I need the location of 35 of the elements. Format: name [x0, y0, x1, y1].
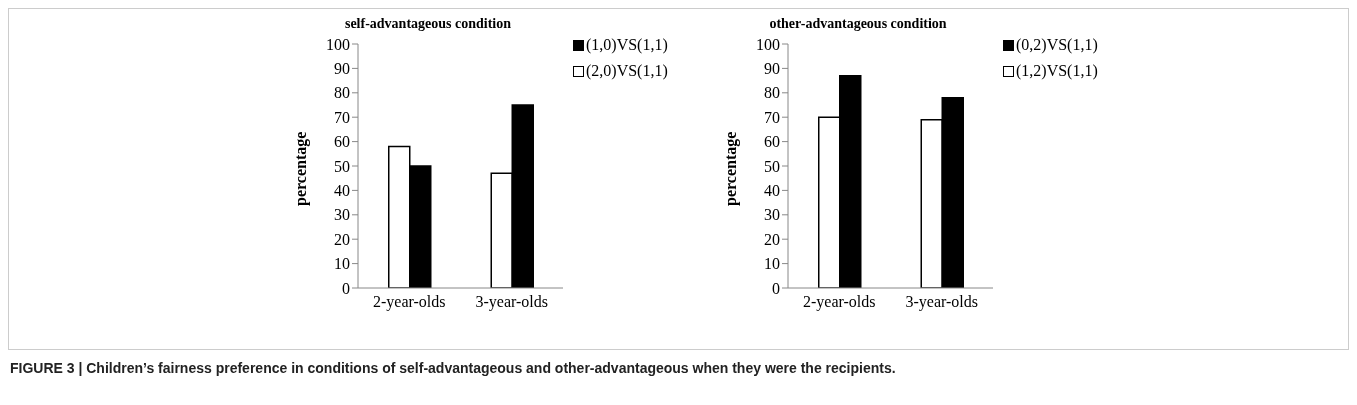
y-tick-label: 0	[772, 279, 780, 297]
y-tick-label: 100	[756, 35, 780, 53]
y-tick-label: 60	[334, 133, 350, 151]
chart-title: self-advantageous condition	[343, 16, 513, 33]
y-tick-label: 30	[334, 206, 350, 224]
y-tick-label: 40	[334, 182, 350, 200]
y-tick-label: 100	[326, 35, 350, 53]
x-tick-label: 2-year-olds	[372, 293, 446, 312]
x-tick-label: 3-year-olds	[905, 293, 979, 312]
legend-label: (2,0)VS(1,1)	[586, 62, 668, 80]
y-axis-title: percentage	[721, 131, 740, 206]
x-tick-label: 3-year-olds	[475, 293, 549, 312]
x-tick-label: 2-year-olds	[802, 293, 876, 312]
y-tick-label: 10	[764, 255, 780, 273]
legend-label: (1,0)VS(1,1)	[586, 36, 668, 54]
y-tick-label: 20	[764, 230, 780, 248]
y-tick-label: 50	[764, 157, 780, 175]
chart-title: other-advantageous condition	[768, 16, 948, 33]
y-tick-label: 60	[764, 133, 780, 151]
y-tick-label: 90	[764, 60, 780, 78]
caption: FIGURE 3 | Children’s fairness preference in conditions of self-advantageous and other-advantageous when they were the recipients.	[10, 360, 896, 376]
y-axis-title: percentage	[291, 131, 310, 206]
y-tick-label: 80	[764, 84, 780, 102]
y-tick-label: 20	[334, 230, 350, 248]
y-tick-label: 50	[334, 157, 350, 175]
legend-label: (1,2)VS(1,1)	[1016, 62, 1098, 80]
y-tick-label: 30	[764, 206, 780, 224]
y-tick-label: 90	[334, 60, 350, 78]
y-tick-label: 0	[342, 279, 350, 297]
y-tick-label: 10	[334, 255, 350, 273]
y-tick-label: 70	[334, 108, 350, 126]
y-tick-label: 80	[334, 84, 350, 102]
y-tick-label: 70	[764, 108, 780, 126]
y-tick-label: 40	[764, 182, 780, 200]
legend-label: (0,2)VS(1,1)	[1016, 36, 1098, 54]
